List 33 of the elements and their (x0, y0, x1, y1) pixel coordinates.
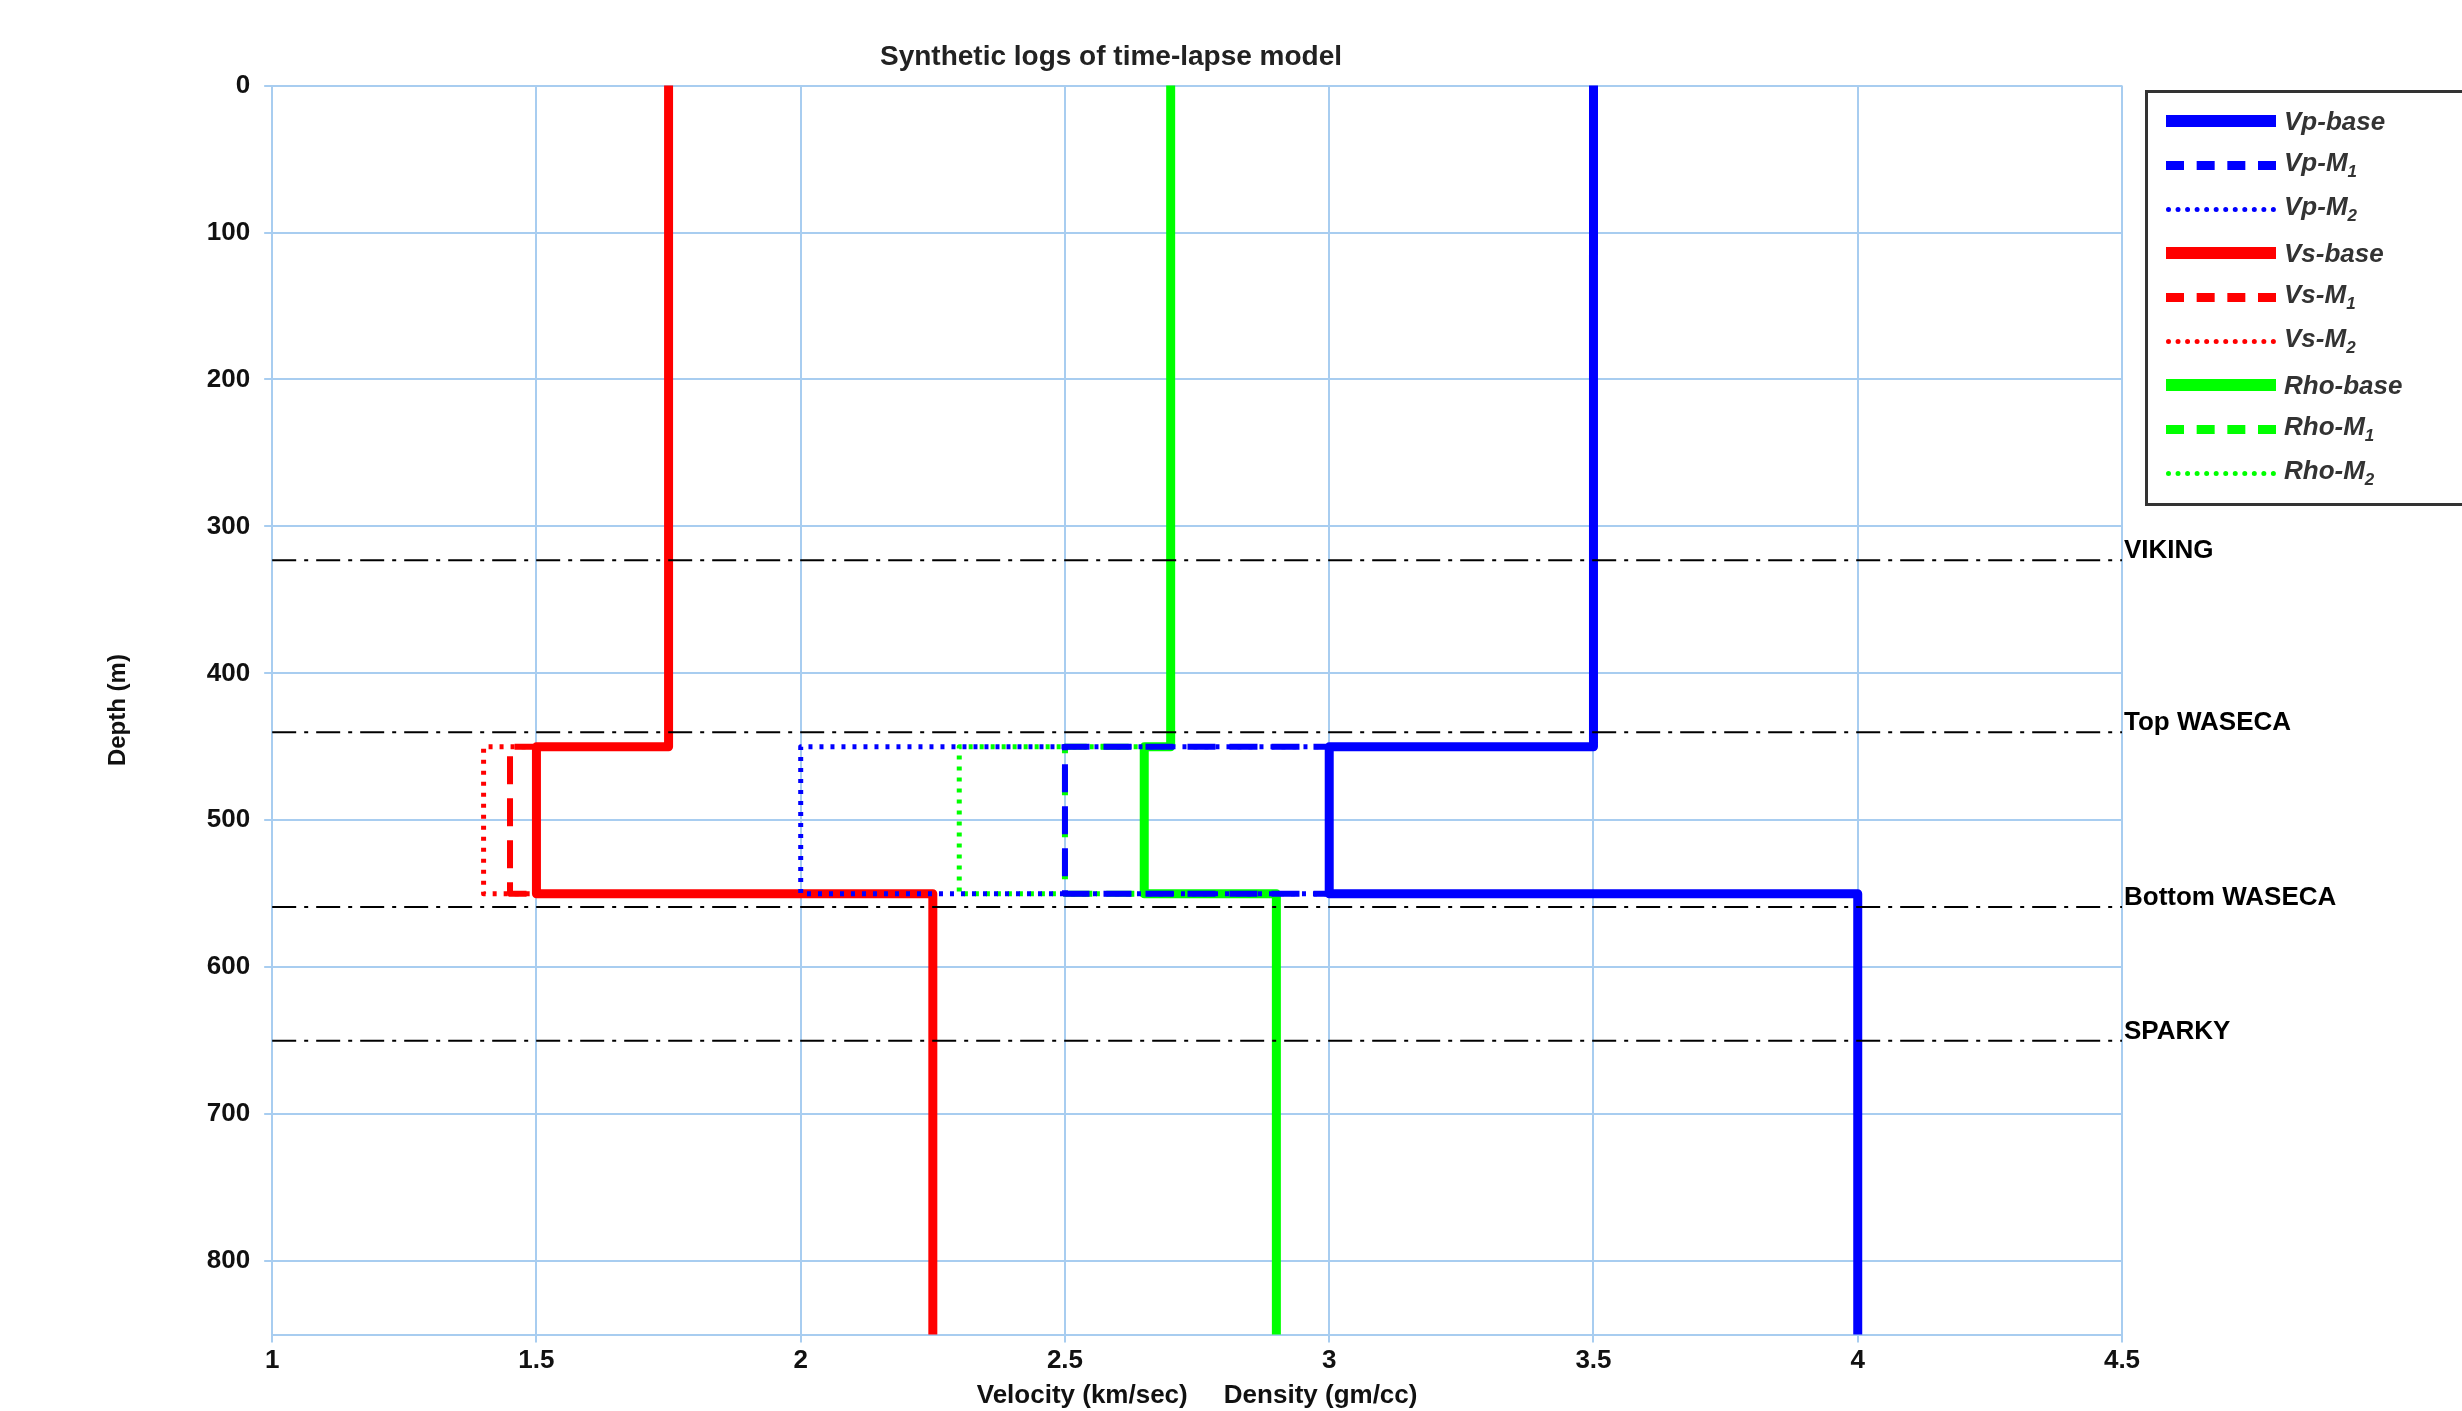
ref-line-label: VIKING (2124, 534, 2214, 565)
legend-label: Vs-M$_{1}$ (2284, 279, 2356, 315)
legend-label: Rho-base (2284, 369, 2403, 401)
ref-line-label: Bottom WASECA (2124, 881, 2337, 912)
legend-label: Vs-M$_{2}$ (2284, 323, 2356, 359)
legend-label: Vp-base (2284, 105, 2386, 137)
y-tick-label: 600 (206, 950, 251, 981)
y-tick-label: 100 (206, 215, 251, 246)
ref-line-label: Top WASECA (2124, 706, 2292, 737)
legend-label: Vp-M$_{2}$ (2284, 191, 2358, 227)
x-tick-label: 1.5 (518, 1344, 555, 1375)
y-tick-label: 700 (206, 1097, 251, 1128)
y-tick-label: 400 (206, 656, 251, 687)
y-tick-label: 500 (206, 803, 251, 834)
y-tick-label: 800 (206, 1244, 251, 1275)
x-tick-label: 2.5 (1046, 1344, 1084, 1375)
y-tick-label: 300 (206, 509, 251, 540)
y-axis-title: Depth (m) (103, 654, 131, 767)
x-tick-label: 4 (1850, 1344, 1866, 1375)
x-tick-label: 2 (793, 1344, 808, 1375)
y-tick-label: 200 (206, 362, 251, 393)
x-tick-label: 4.5 (2103, 1344, 2141, 1375)
legend-label: Rho-M$_{2}$ (2284, 455, 2375, 491)
legend-label: Rho-M$_{1}$ (2284, 411, 2375, 447)
x-axis-title: Velocity (km/sec) Density (gm/cc) (976, 1378, 1418, 1409)
x-tick-label: 3 (1321, 1344, 1337, 1375)
legend-label: Vp-M$_{1}$ (2284, 147, 2358, 183)
x-tick-label: 3.5 (1575, 1344, 1612, 1375)
ref-line-label: SPARKY (2124, 1014, 2231, 1045)
y-tick-label: 0 (235, 68, 251, 99)
legend-label: Vs-base (2284, 237, 2384, 269)
x-tick-label: 1 (264, 1344, 280, 1375)
chart-title: Synthetic logs of time-lapse model (879, 39, 1343, 71)
